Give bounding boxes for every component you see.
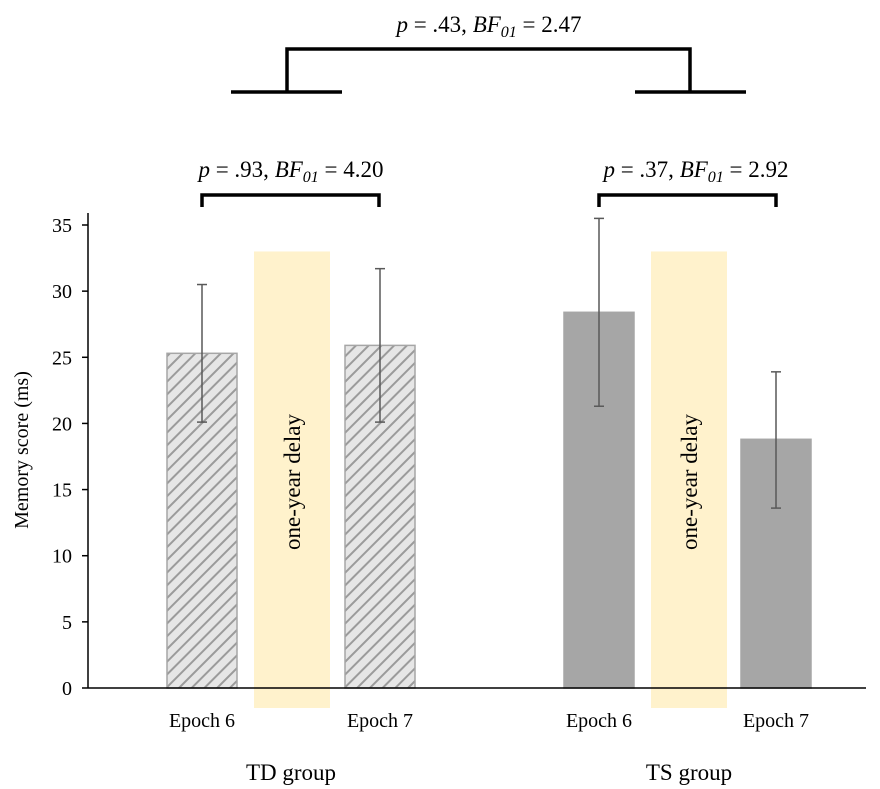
group-label-ts: TS group [646, 760, 732, 785]
y-tick-label: 5 [62, 612, 72, 634]
y-tick-label: 15 [52, 480, 72, 502]
comparison-bracket-td [200, 193, 381, 207]
category-label: Epoch 7 [347, 710, 413, 732]
y-tick-label: 10 [52, 546, 72, 568]
error-bars [197, 217, 781, 509]
delay-band [254, 251, 330, 708]
between-group-label: p = .43, BF01 = 2.47 [394, 12, 581, 41]
category-label: Epoch 7 [743, 710, 809, 732]
comparison-bracket-ts [597, 193, 778, 207]
error-bar [594, 217, 604, 407]
comparison-label-ts: p = .37, BF01 = 2.92 [601, 157, 788, 186]
y-tick-label: 35 [52, 215, 72, 237]
between-group-bracket [231, 47, 746, 94]
error-bar [197, 283, 207, 423]
y-ticks: 0 5 10 15 20 25 30 35 [52, 215, 88, 700]
delay-bands [254, 251, 727, 708]
comparison-label-td: p = .93, BF01 = 4.20 [196, 157, 383, 186]
error-bar [771, 371, 781, 509]
delay-label: one-year delay [677, 414, 702, 551]
y-tick-label: 30 [52, 281, 72, 303]
delay-label: one-year delay [280, 414, 305, 551]
error-bar [375, 267, 385, 423]
y-axis-label: Memory score (ms) [11, 371, 33, 529]
delay-band [651, 251, 727, 708]
y-tick-label: 25 [52, 347, 72, 369]
category-label: Epoch 6 [566, 710, 632, 732]
y-tick-label: 20 [52, 413, 72, 435]
group-label-td: TD group [246, 760, 336, 785]
category-label: Epoch 6 [169, 710, 235, 732]
y-tick-label: 0 [62, 678, 72, 700]
